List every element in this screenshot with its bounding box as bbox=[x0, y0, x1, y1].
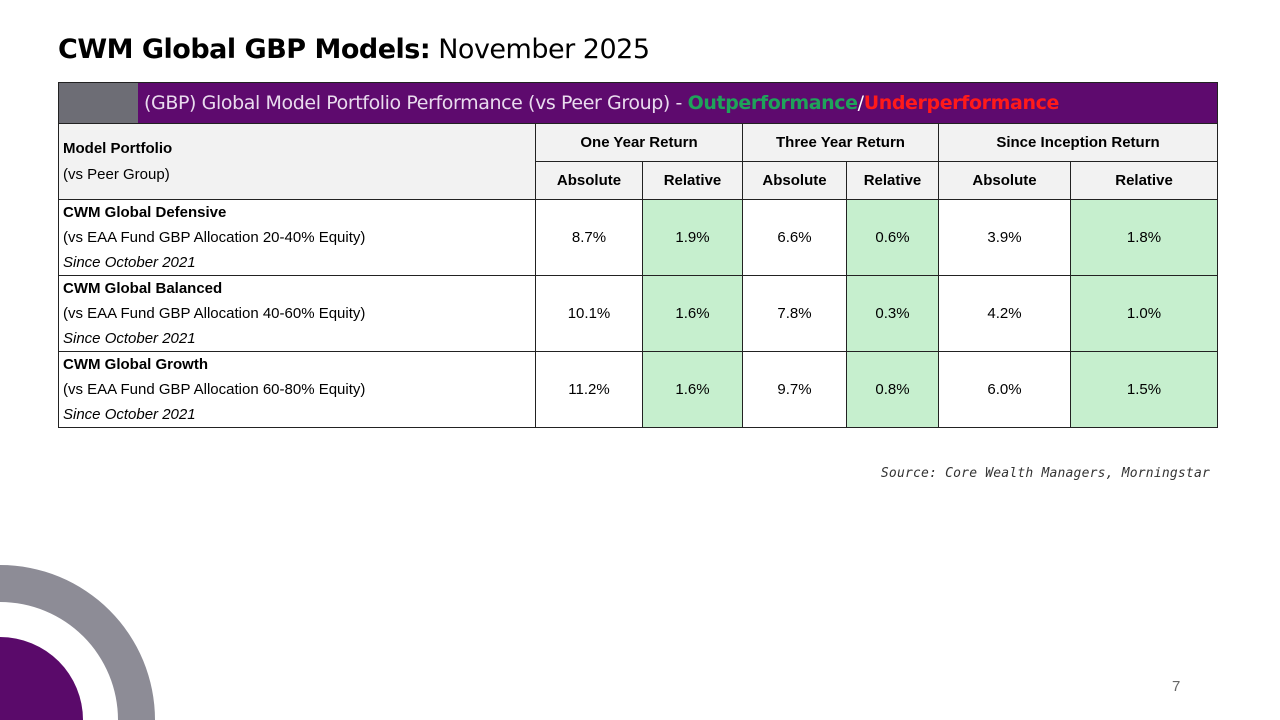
absolute-value: 8.7% bbox=[535, 199, 643, 276]
performance-table: (GBP) Global Model Portfolio Performance… bbox=[57, 82, 1219, 428]
inception-date: Since October 2021 bbox=[63, 330, 196, 347]
relative-value: 1.9% bbox=[642, 199, 743, 276]
portfolio-cell: CWM Global Defensive (vs EAA Fund GBP All… bbox=[58, 199, 536, 276]
absolute-value: 9.7% bbox=[742, 351, 847, 428]
relative-value: 1.0% bbox=[1069, 275, 1219, 352]
table-row: CWM Global Balanced (vs EAA Fund GBP Allo… bbox=[58, 275, 1219, 352]
header-subtitle: (vs Peer Group) bbox=[63, 165, 170, 183]
banner-separator: / bbox=[857, 92, 864, 114]
group-header: Since Inception Return bbox=[937, 123, 1219, 162]
absolute-value: 11.2% bbox=[535, 351, 643, 428]
page-number: 7 bbox=[1172, 678, 1181, 695]
title-date: November 2025 bbox=[430, 34, 650, 65]
model-portfolio-header: Model Portfolio (vs Peer Group) bbox=[58, 123, 536, 200]
subcol-header: Relative bbox=[642, 161, 743, 200]
group-header: Three Year Return bbox=[742, 123, 939, 162]
portfolio-cell: CWM Global Growth (vs EAA Fund GBP Alloca… bbox=[58, 351, 536, 428]
decorative-corner bbox=[0, 565, 155, 720]
source-note: Source: Core Wealth Managers, Morningsta… bbox=[880, 466, 1210, 481]
banner-outperformance: Outperformance bbox=[687, 92, 858, 114]
portfolio-cell: CWM Global Balanced (vs EAA Fund GBP Allo… bbox=[58, 275, 536, 352]
absolute-value: 3.9% bbox=[938, 199, 1071, 276]
banner-underperformance: Underperformance bbox=[863, 92, 1060, 114]
slide-title: CWM Global GBP Models: November 2025 bbox=[58, 34, 650, 65]
inception-date: Since October 2021 bbox=[63, 254, 196, 271]
relative-value: 0.6% bbox=[846, 199, 939, 276]
portfolio-name: CWM Global Growth bbox=[63, 356, 208, 373]
decorative-circle bbox=[0, 637, 83, 720]
absolute-value: 7.8% bbox=[742, 275, 847, 352]
subcol-header: Relative bbox=[1069, 161, 1219, 200]
group-header: One Year Return bbox=[535, 123, 743, 162]
banner-gray-block bbox=[59, 83, 138, 123]
relative-value: 1.8% bbox=[1069, 199, 1219, 276]
banner-text: (GBP) Global Model Portfolio Performance… bbox=[144, 92, 688, 114]
table-row: CWM Global Defensive (vs EAA Fund GBP All… bbox=[58, 199, 1219, 276]
table-banner: (GBP) Global Model Portfolio Performance… bbox=[57, 82, 1219, 124]
inception-date: Since October 2021 bbox=[63, 406, 196, 423]
title-bold: CWM Global GBP Models: bbox=[58, 34, 431, 65]
absolute-value: 10.1% bbox=[535, 275, 643, 352]
subcol-header: Absolute bbox=[535, 161, 643, 200]
subcol-header: Relative bbox=[846, 161, 939, 200]
table-row: CWM Global Growth (vs EAA Fund GBP Alloca… bbox=[58, 351, 1219, 428]
subcol-header: Absolute bbox=[938, 161, 1071, 200]
absolute-value: 4.2% bbox=[938, 275, 1071, 352]
decorative-ring bbox=[0, 565, 155, 720]
absolute-value: 6.6% bbox=[742, 199, 847, 276]
subcol-header: Absolute bbox=[742, 161, 847, 200]
relative-value: 1.6% bbox=[642, 275, 743, 352]
peer-group: (vs EAA Fund GBP Allocation 60-80% Equit… bbox=[63, 381, 366, 398]
relative-value: 1.5% bbox=[1069, 351, 1219, 428]
absolute-value: 6.0% bbox=[938, 351, 1071, 428]
peer-group: (vs EAA Fund GBP Allocation 20-40% Equit… bbox=[63, 229, 366, 246]
relative-value: 1.6% bbox=[642, 351, 743, 428]
portfolio-name: CWM Global Defensive bbox=[63, 204, 227, 221]
relative-value: 0.8% bbox=[846, 351, 939, 428]
relative-value: 0.3% bbox=[846, 275, 939, 352]
peer-group: (vs EAA Fund GBP Allocation 40-60% Equit… bbox=[63, 305, 366, 322]
header-title: Model Portfolio bbox=[63, 139, 173, 157]
portfolio-name: CWM Global Balanced bbox=[63, 280, 223, 297]
